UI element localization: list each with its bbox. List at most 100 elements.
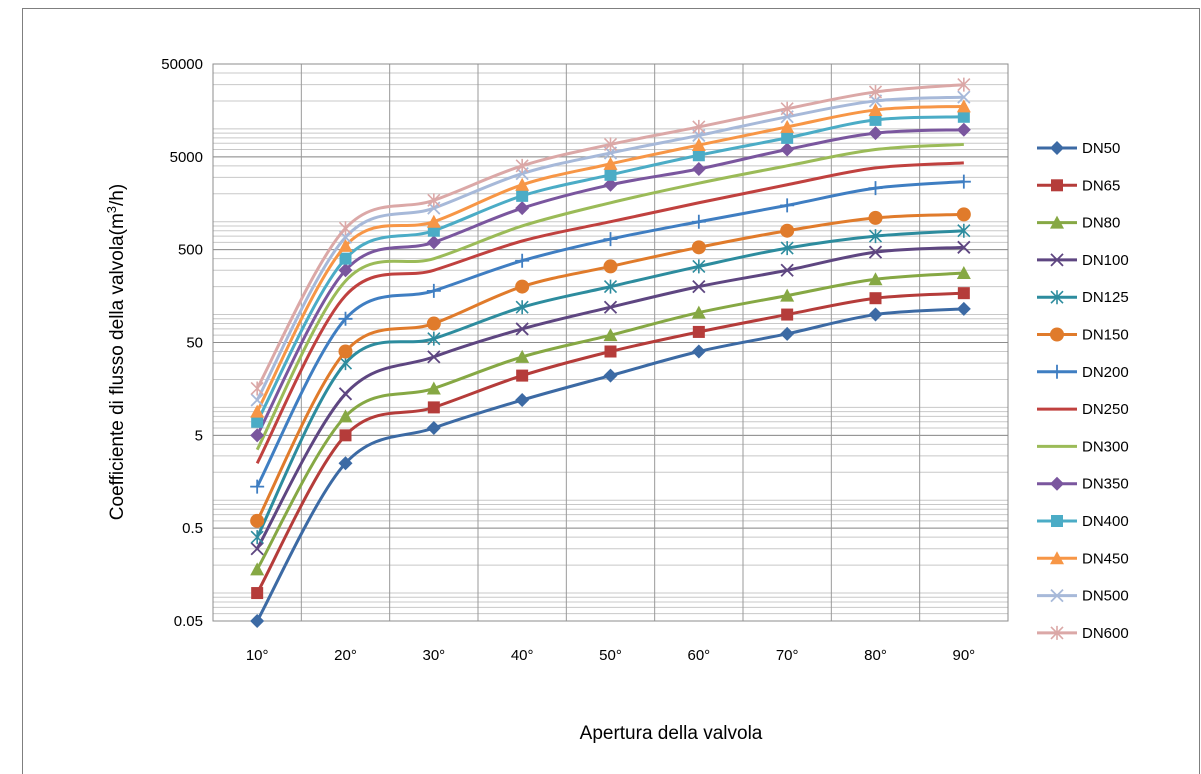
- data-point: [603, 300, 618, 314]
- legend-marker: [1050, 364, 1064, 379]
- legend-label: DN450: [1082, 550, 1129, 567]
- data-point: [603, 177, 618, 192]
- legend-label: DN500: [1082, 588, 1129, 605]
- data-point: [692, 259, 706, 274]
- legend-item-dn80: DN80: [1037, 215, 1120, 232]
- x-tick-label: 10°: [246, 647, 269, 664]
- data-point: [427, 401, 440, 414]
- y-axis-tick-labels: 50000 5000 500 50 5 0.5 0.05: [161, 56, 203, 630]
- series-dn100: [250, 240, 971, 556]
- series-dn50: [250, 301, 971, 628]
- data-point: [868, 307, 883, 322]
- data-point: [781, 131, 794, 144]
- data-point: [339, 252, 352, 265]
- legend-item-dn500: DN500: [1037, 588, 1129, 605]
- legend: DN50 DN65 DN80 DN100 DN125 DN150 DN200 DN250 DN3…: [1037, 140, 1129, 642]
- x-tick-label: 60°: [687, 647, 710, 664]
- data-point: [515, 300, 529, 315]
- x-axis-tick-labels: 10° 20° 30° 40° 50° 60° 70° 80° 90°: [246, 647, 975, 664]
- series-dn200: [250, 174, 971, 494]
- data-point: [868, 126, 883, 141]
- data-point: [426, 381, 441, 395]
- plot-area-border: [212, 63, 1009, 622]
- legend-item-dn300: DN300: [1037, 438, 1129, 455]
- data-point: [956, 207, 971, 222]
- legend-label: DN150: [1082, 327, 1129, 344]
- y-axis-title: Coefficiente di flusso della valvola(m3/…: [104, 184, 128, 520]
- series-dn300: [255, 142, 964, 451]
- legend-label: DN80: [1082, 215, 1120, 232]
- legend-item-dn65: DN65: [1037, 177, 1120, 194]
- data-point: [956, 266, 971, 280]
- series-line: [255, 229, 964, 538]
- data-point: [692, 119, 706, 134]
- data-point: [338, 456, 353, 471]
- y-axis-title-prefix: Coefficiente di flusso della valvola(m: [107, 213, 128, 520]
- data-point: [516, 369, 529, 382]
- legend-item-dn400: DN400: [1037, 513, 1129, 530]
- data-point: [338, 387, 353, 401]
- data-point: [250, 542, 264, 556]
- legend-marker: [1050, 588, 1064, 603]
- data-point: [427, 331, 441, 346]
- data-point: [692, 325, 705, 338]
- legend-item-dn125: DN125: [1037, 289, 1129, 306]
- data-point: [957, 287, 970, 300]
- data-point: [515, 201, 530, 216]
- data-point: [515, 158, 529, 173]
- data-point: [426, 283, 441, 298]
- legend-item-dn50: DN50: [1037, 140, 1120, 157]
- legend-item-dn200: DN200: [1037, 364, 1129, 381]
- y-tick-label: 0.05: [174, 613, 203, 630]
- data-point: [692, 279, 706, 294]
- legend-item-dn150: DN150: [1037, 327, 1129, 344]
- data-point: [603, 156, 618, 170]
- legend-item-dn600: DN600: [1037, 625, 1129, 642]
- data-point: [957, 240, 971, 254]
- data-point: [691, 344, 706, 359]
- y-tick-label: 500: [178, 242, 203, 259]
- data-point: [869, 292, 882, 305]
- legend-marker: [1050, 625, 1064, 640]
- data-point: [780, 326, 795, 341]
- legend-marker: [1050, 327, 1064, 342]
- legend-label: DN250: [1082, 401, 1129, 418]
- data-point: [691, 214, 706, 229]
- series-dn65: [251, 287, 970, 600]
- legend-marker: [1050, 476, 1064, 491]
- x-tick-label: 50°: [599, 647, 622, 664]
- data-point: [691, 161, 706, 176]
- data-point: [250, 393, 264, 407]
- data-point: [956, 301, 971, 316]
- data-point: [603, 328, 618, 342]
- series-dn600: [250, 77, 971, 396]
- legend-label: DN125: [1082, 289, 1129, 306]
- data-point: [427, 193, 441, 208]
- x-tick-label: 90°: [952, 647, 975, 664]
- data-point: [603, 279, 618, 294]
- data-point: [868, 210, 883, 225]
- x-tick-label: 30°: [422, 647, 445, 664]
- data-point: [426, 316, 441, 331]
- series-dn80: [250, 266, 971, 576]
- legend-label: DN300: [1082, 438, 1129, 455]
- data-point: [338, 344, 353, 359]
- data-point: [691, 305, 706, 319]
- x-tick-label: 80°: [864, 647, 887, 664]
- legend-item-dn450: DN450: [1037, 550, 1129, 567]
- data-point: [957, 77, 971, 92]
- data-point: [780, 263, 794, 277]
- data-point: [956, 99, 971, 113]
- legend-marker: [1050, 290, 1064, 305]
- legend-label: DN200: [1082, 364, 1129, 381]
- x-tick-label: 70°: [776, 647, 799, 664]
- data-point: [250, 513, 265, 528]
- legend-label: DN65: [1082, 177, 1120, 194]
- data-point: [603, 259, 618, 274]
- data-point: [780, 119, 795, 133]
- series-dn125: [250, 223, 971, 545]
- data-point: [339, 429, 352, 442]
- legend-item-dn100: DN100: [1037, 252, 1129, 269]
- data-point: [250, 614, 265, 628]
- data-point: [603, 368, 618, 383]
